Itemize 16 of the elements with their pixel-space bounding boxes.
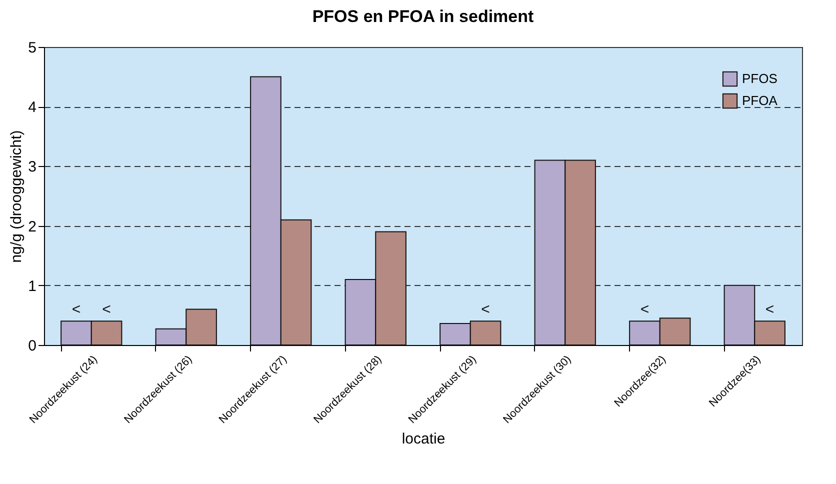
legend-label: PFOS	[742, 71, 778, 86]
y-tick-label: 5	[28, 40, 36, 56]
legend-label: PFOA	[742, 93, 778, 108]
y-tick-label: 4	[28, 99, 36, 116]
data-label: <	[765, 301, 774, 318]
data-label: <	[102, 301, 112, 318]
data-label: <	[481, 301, 490, 318]
y-tick-label: 2	[28, 218, 36, 236]
data-label: <	[72, 301, 81, 318]
y-tick-label: 0	[28, 338, 36, 354]
data-label: <	[640, 301, 650, 318]
y-tick-label: 3	[28, 158, 36, 176]
y-tick-label: 1	[28, 278, 36, 295]
y-axis-title: ng/g (drooggewicht)	[8, 130, 26, 263]
x-axis-title: locatie	[402, 430, 446, 448]
chart-title: PFOS en PFOA in sediment	[312, 7, 534, 26]
